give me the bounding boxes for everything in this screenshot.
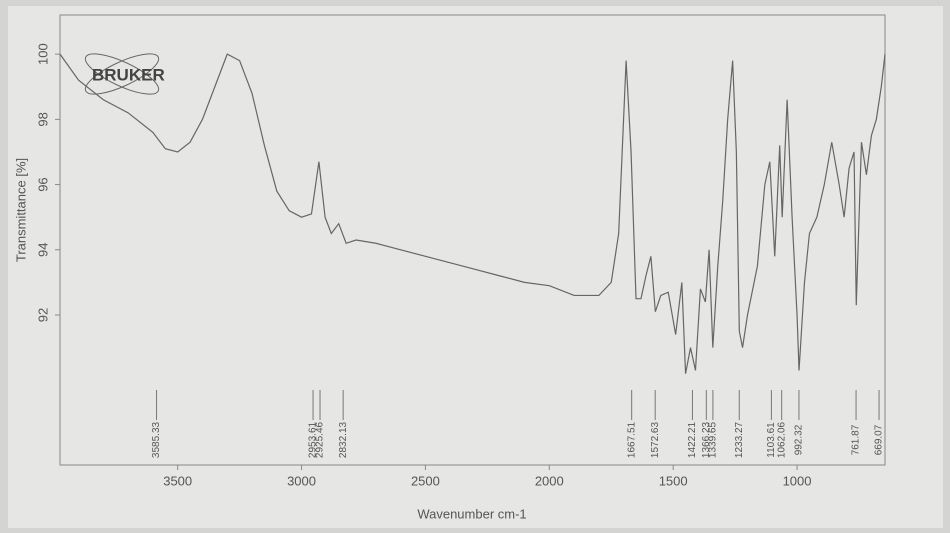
logo: BRUKER	[92, 65, 165, 84]
y-tick-label: 94	[35, 243, 50, 257]
peak-label: 1062.06	[776, 421, 787, 458]
y-tick-label: 100	[35, 43, 50, 65]
peak-label: 1572.63	[650, 421, 661, 458]
peak-label: 2832.13	[338, 421, 349, 458]
x-tick-label: 3000	[287, 473, 316, 488]
chart: BRUKER Wavenumber cm-1 Transmittance [%]…	[0, 0, 950, 533]
y-tick-label: 96	[35, 177, 50, 191]
y-tick-label: 98	[35, 112, 50, 126]
peak-label: 761.87	[851, 424, 862, 455]
x-tick-label: 2500	[411, 473, 440, 488]
x-axis-title: Wavenumber cm-1	[417, 506, 526, 521]
x-tick-label: 2000	[535, 473, 564, 488]
peak-label: 1667.51	[626, 421, 637, 458]
peak-label: 3585.33	[151, 421, 162, 458]
peak-label: 992.32	[794, 424, 805, 455]
peak-label: 1422.21	[687, 421, 698, 458]
y-tick-label: 92	[35, 308, 50, 322]
y-axis-title: Transmittance [%]	[13, 158, 28, 262]
peak-label: 2925.46	[315, 421, 326, 458]
x-tick-label: 1000	[783, 473, 812, 488]
x-tick-label: 3500	[163, 473, 192, 488]
peak-label: 1233.27	[734, 421, 745, 458]
x-tick-label: 1500	[659, 473, 688, 488]
peak-label: 1339.65	[708, 421, 719, 458]
peak-label: 669.07	[874, 424, 885, 455]
